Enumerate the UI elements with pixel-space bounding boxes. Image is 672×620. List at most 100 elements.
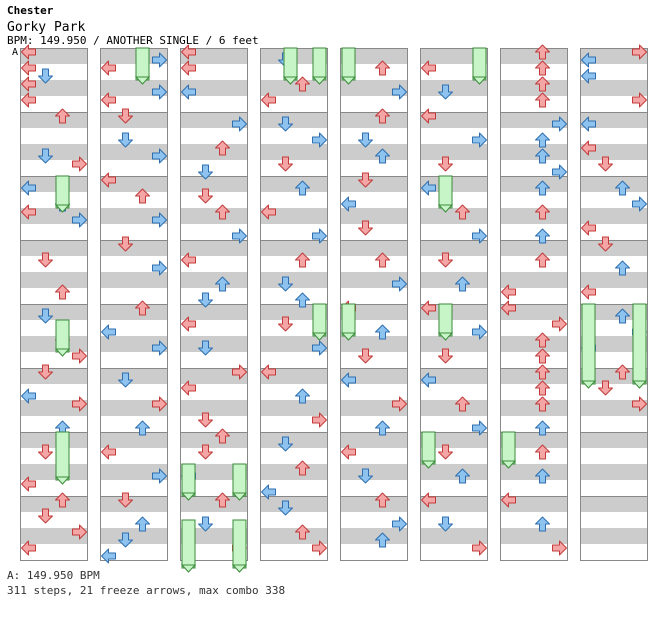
measure-box [580,496,648,561]
chart-column [180,48,248,561]
step-arrow [598,380,613,396]
step-arrow [232,228,247,244]
step-arrow [181,380,196,396]
step-arrow [261,364,276,380]
step-arrow [295,524,310,540]
step-arrow [535,332,550,348]
step-arrow [152,396,167,412]
measure-box [20,496,88,561]
freeze-arrow [54,431,71,485]
step-arrow [581,68,596,84]
step-arrow [215,492,230,508]
step-arrow [118,372,133,388]
step-arrow [421,180,436,196]
step-arrow [232,364,247,380]
step-arrow [152,84,167,100]
freeze-arrow [420,431,437,469]
freeze-arrow [180,519,197,573]
measure-box [180,496,248,561]
step-stats: 311 steps, 21 freeze arrows, max combo 3… [7,584,286,597]
step-arrow [615,180,630,196]
step-arrow [375,148,390,164]
step-arrow [581,220,596,236]
step-arrow [278,276,293,292]
step-arrow [392,84,407,100]
step-arrow [375,324,390,340]
step-arrow [101,92,116,108]
step-arrow [21,76,36,92]
step-arrow [152,52,167,68]
freeze-arrow [631,303,648,389]
step-arrow [21,388,36,404]
step-arrow [261,484,276,500]
step-arrow [535,468,550,484]
step-arrow [455,276,470,292]
step-arrow [615,260,630,276]
song-title: Gorky Park [7,20,86,35]
step-arrow [295,252,310,268]
step-arrow [101,172,116,188]
freeze-arrow [282,47,299,85]
step-arrow [198,444,213,460]
step-arrow [295,388,310,404]
step-arrow [455,396,470,412]
step-arrow [55,284,70,300]
step-arrow [21,476,36,492]
step-arrow [261,204,276,220]
step-arrow [552,164,567,180]
step-arrow [581,140,596,156]
step-arrow [135,516,150,532]
freeze-arrow [311,303,328,341]
step-arrow [278,436,293,452]
step-arrow [152,260,167,276]
step-arrow [38,508,53,524]
step-arrow [278,116,293,132]
step-arrow [438,84,453,100]
step-arrow [472,540,487,556]
step-arrow [312,540,327,556]
step-arrow [421,372,436,388]
step-arrow [21,92,36,108]
step-arrow [632,196,647,212]
step-arrow [375,532,390,548]
measure-box [420,496,488,561]
step-arrow [38,148,53,164]
step-arrow [181,44,196,60]
step-arrow [55,108,70,124]
step-arrow [552,540,567,556]
step-arrow [358,172,373,188]
step-arrow [232,116,247,132]
step-arrow [72,348,87,364]
step-arrow [598,236,613,252]
step-arrow [472,420,487,436]
step-arrow [421,108,436,124]
freeze-arrow [471,47,488,85]
step-arrow [152,468,167,484]
bpm-summary: A: 149.950 BPM [7,569,100,582]
step-arrow [21,204,36,220]
step-arrow [598,156,613,172]
step-arrow [198,292,213,308]
step-arrow [55,492,70,508]
step-arrow [438,252,453,268]
step-arrow [392,516,407,532]
step-arrow [375,420,390,436]
step-arrow [181,84,196,100]
step-arrow [38,252,53,268]
step-arrow [375,252,390,268]
step-arrow [455,468,470,484]
step-arrow [152,212,167,228]
freeze-arrow [231,463,248,501]
step-arrow [392,276,407,292]
freeze-arrow [500,431,517,469]
freeze-arrow [311,47,328,85]
step-arrow [261,92,276,108]
step-arrow [535,228,550,244]
step-arrow [215,140,230,156]
step-arrow [358,132,373,148]
step-arrow [375,60,390,76]
chart-info: BPM: 149.950 / ANOTHER SINGLE / 6 feet [7,34,259,47]
step-arrow [552,116,567,132]
freeze-arrow [231,519,248,573]
